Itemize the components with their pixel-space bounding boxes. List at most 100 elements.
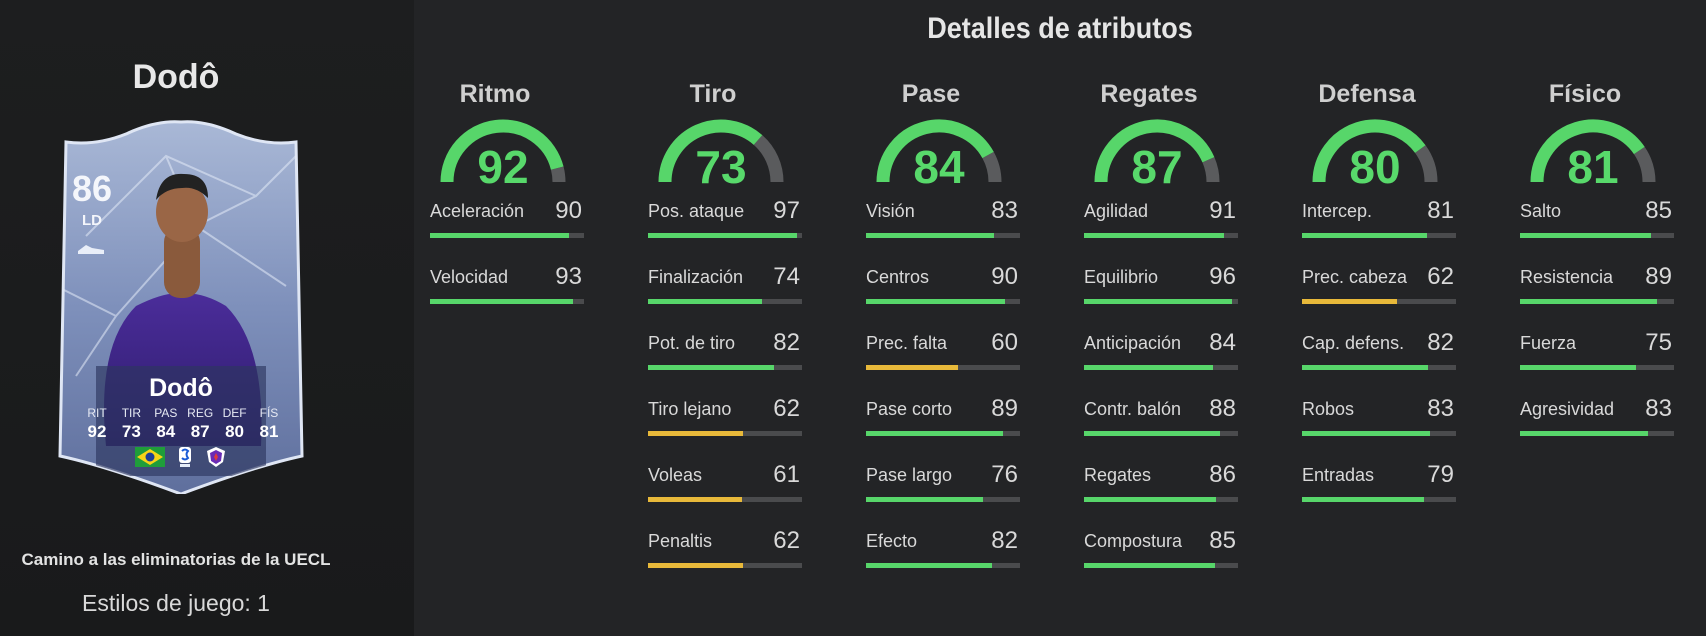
attribute-row: Pase corto 89 — [866, 395, 1022, 463]
gauge-fill — [876, 119, 994, 183]
attribute-bar-fill — [1520, 299, 1658, 304]
card-stat-value: 92 — [87, 422, 107, 441]
attribute-value: 81 — [1427, 197, 1454, 224]
attribute-bar-fill — [1084, 299, 1232, 304]
attribute-name: Intercep. — [1302, 201, 1373, 221]
category-4: Defensa 80 Intercep. 81 Prec. cabeza 62 Cap. d… — [1302, 80, 1462, 529]
attribute-name: Efecto — [866, 531, 918, 551]
category-rating: 80 — [1349, 141, 1401, 193]
attribute-value: 62 — [773, 527, 800, 554]
category-name: Ritmo — [459, 80, 531, 108]
attribute-row: Tiro lejano 62 — [648, 395, 804, 463]
attribute-name: Velocidad — [430, 267, 509, 287]
category-rating: 81 — [1567, 141, 1619, 193]
gauge-arc — [1312, 119, 1438, 183]
attribute-name: Cap. defens. — [1302, 333, 1405, 353]
serie-a-logo-icon — [179, 447, 191, 467]
attribute-name: Visión — [866, 201, 915, 221]
attribute-name: Finalización — [648, 267, 744, 287]
gauge-arc — [440, 119, 566, 183]
attribute-row: Penaltis 62 — [648, 527, 804, 595]
attribute-bar-fill — [430, 299, 574, 304]
card-stat-label: RIT — [87, 406, 107, 420]
attribute-row: Prec. cabeza 62 — [1302, 263, 1458, 331]
boot-icon — [78, 245, 104, 254]
category-rating: 92 — [477, 141, 529, 193]
attribute-name: Resistencia — [1520, 267, 1614, 287]
attribute-value: 74 — [773, 263, 800, 290]
attribute-bar-fill — [1084, 497, 1217, 502]
attribute-value: 82 — [773, 329, 800, 356]
attribute-row: Finalización 74 — [648, 263, 804, 331]
attribute-row: Pase largo 76 — [866, 461, 1022, 529]
gauge-fill — [1312, 119, 1426, 183]
card-stat-value: 84 — [156, 422, 176, 441]
player-card[interactable]: 86 LD Dodô RIT TIR PAS REG DEF FÍS 92 73… — [56, 116, 306, 494]
attribute-value: 97 — [773, 197, 800, 224]
attribute-name: Compostura — [1084, 531, 1183, 551]
card-player-name: Dodô — [149, 374, 213, 402]
attribute-value: 89 — [1645, 263, 1672, 290]
attribute-bar-fill — [1520, 365, 1636, 370]
gauge-arc — [1530, 119, 1656, 183]
attribute-row: Regates 86 — [1084, 461, 1240, 529]
gauge-fill — [658, 119, 763, 183]
attribute-bar-fill — [1084, 233, 1225, 238]
attribute-list: Pos. ataque 97 Finalización 74 Pot. de tiro 8… — [648, 197, 808, 595]
card-stat-value: 81 — [259, 422, 279, 441]
category-2: Pase 84 Visión 83 Centros 90 Prec. falta 60 Pase… — [866, 80, 1026, 595]
card-stat-value: 87 — [190, 422, 210, 441]
attribute-row: Compostura 85 — [1084, 527, 1240, 595]
attribute-row: Cap. defens. 82 — [1302, 329, 1458, 397]
attribute-bar — [648, 563, 802, 568]
gauge-track — [1202, 157, 1220, 183]
attribute-row: Entradas 79 — [1302, 461, 1458, 529]
gauge-fill — [1094, 119, 1215, 183]
attribute-name: Pase corto — [866, 399, 953, 419]
attribute-bar — [648, 299, 802, 304]
attribute-value: 96 — [1209, 263, 1236, 290]
gauge-arc — [876, 119, 1002, 183]
attribute-bar-fill — [866, 299, 1005, 304]
card-stat-values: 92 73 84 87 80 81 — [80, 422, 286, 442]
attribute-row: Equilibrio 96 — [1084, 263, 1240, 331]
playstyles-count[interactable]: Estilos de juego: 1 — [82, 590, 270, 616]
attribute-bar — [1520, 233, 1674, 238]
attribute-list: Agilidad 91 Equilibrio 96 Anticipación 84 Cont… — [1084, 197, 1244, 595]
attribute-row: Resistencia 89 — [1520, 263, 1676, 331]
attribute-bar — [648, 365, 802, 370]
category-gauge: 84 — [874, 116, 1004, 194]
gauge-track — [1414, 145, 1438, 183]
attribute-name: Pot. de tiro — [648, 333, 736, 353]
attribute-bar — [1520, 365, 1674, 370]
attribute-row: Efecto 82 — [866, 527, 1022, 595]
attribute-bar — [1520, 299, 1674, 304]
category-rating: 84 — [913, 141, 965, 193]
category-5: Físico 81 Salto 85 Resistencia 89 Fuerza 75 Agre… — [1520, 80, 1680, 463]
attribute-list: Visión 83 Centros 90 Prec. falta 60 Pase corto… — [866, 197, 1026, 595]
attribute-bar — [1302, 299, 1456, 304]
attribute-row: Velocidad 93 — [430, 263, 586, 331]
card-stat-label: REG — [187, 406, 214, 420]
attribute-bar — [1084, 233, 1238, 238]
gauge-track — [753, 135, 784, 183]
category-gauge: 92 — [438, 116, 568, 194]
attribute-value: 60 — [991, 329, 1018, 356]
attribute-row: Pos. ataque 97 — [648, 197, 804, 265]
attribute-value: 61 — [773, 461, 800, 488]
attribute-name: Centros — [866, 267, 930, 287]
card-position: LD — [82, 212, 102, 229]
attribute-bar — [1302, 365, 1456, 370]
attribute-bar-fill — [1084, 365, 1214, 370]
attribute-row: Intercep. 81 — [1302, 197, 1458, 265]
category-gauge: 80 — [1310, 116, 1440, 194]
gauge-track — [982, 151, 1002, 183]
attribute-value: 79 — [1427, 461, 1454, 488]
attribute-bar-fill — [648, 431, 744, 436]
attribute-row: Agresividad 83 — [1520, 395, 1676, 463]
promo-title: Camino a las eliminatorias de la UECL — [21, 550, 331, 569]
attribute-bar-fill — [1084, 563, 1215, 568]
attribute-value: 84 — [1209, 329, 1236, 356]
gauge-arc — [1094, 119, 1220, 183]
